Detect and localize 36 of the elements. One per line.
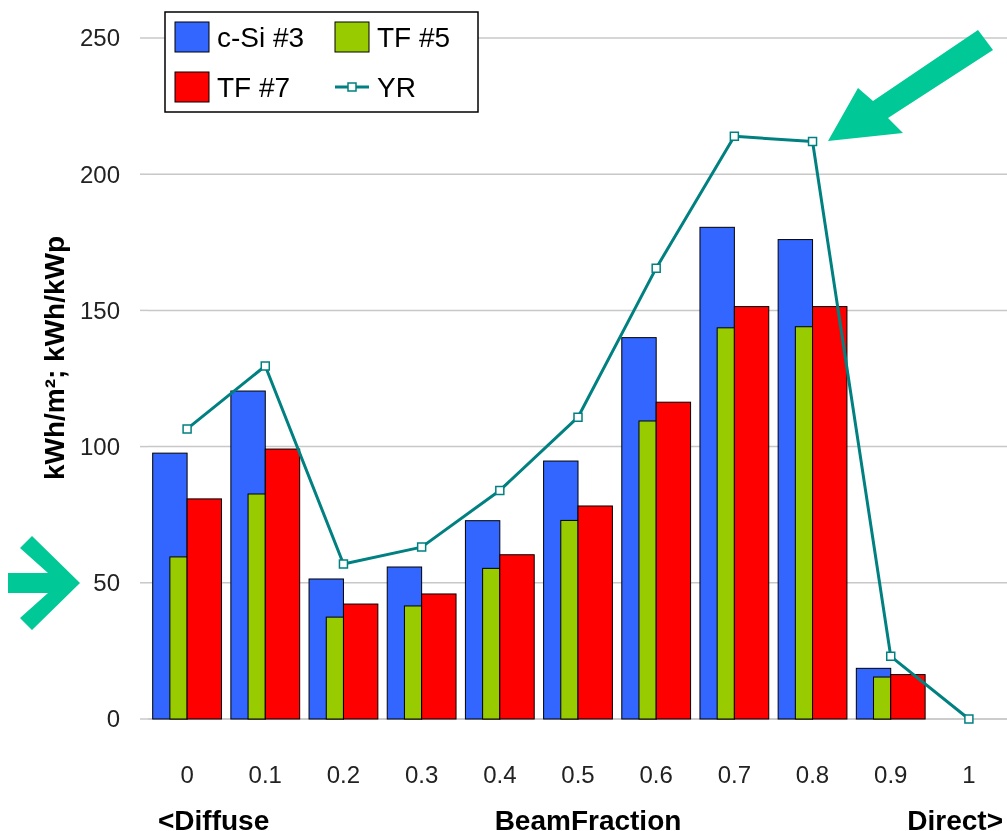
x-tick-label: 0.5	[561, 761, 595, 788]
point	[729, 131, 740, 142]
x-tick-label: 0.8	[795, 761, 830, 788]
y-tick-label: 50	[93, 569, 120, 597]
x-tick-label: 0.3	[404, 761, 439, 788]
point	[338, 559, 349, 569]
legend-label: TF #5	[377, 21, 451, 53]
y-tick-label: 200	[79, 160, 120, 188]
point	[964, 714, 974, 724]
point	[807, 136, 818, 147]
x-tick-label: 1	[962, 761, 976, 788]
text: Direct>	[907, 805, 1003, 831]
point	[651, 263, 661, 273]
y-tick-label: 100	[79, 433, 120, 460]
x-tick-label: 0.1	[248, 761, 282, 788]
point	[182, 424, 192, 434]
x-axis-title: BeamFraction	[494, 805, 682, 831]
text: <Diffuse	[158, 805, 270, 831]
point	[573, 412, 583, 422]
point	[495, 485, 505, 496]
legend-label: c-Si #3	[217, 21, 305, 53]
x-tick-label: 0.4	[483, 761, 517, 788]
x-tick-label: 0	[180, 761, 194, 788]
x-tick-label: 0.7	[717, 761, 752, 788]
y-tick-label: 250	[79, 24, 120, 52]
point	[416, 542, 427, 552]
x-tick-label: 0.9	[874, 761, 908, 788]
y-tick-label: 150	[79, 296, 120, 324]
x-tick-label: 0.6	[639, 761, 673, 788]
point	[260, 361, 271, 371]
legend-label: YR	[377, 71, 416, 103]
point	[885, 651, 896, 662]
legend-label: TF #7	[217, 71, 291, 103]
y-tick-label: 0	[106, 705, 120, 733]
x-tick-label: 0.2	[326, 761, 361, 788]
y-axis-title: kWh/m²; kWh/kWp	[39, 235, 70, 481]
